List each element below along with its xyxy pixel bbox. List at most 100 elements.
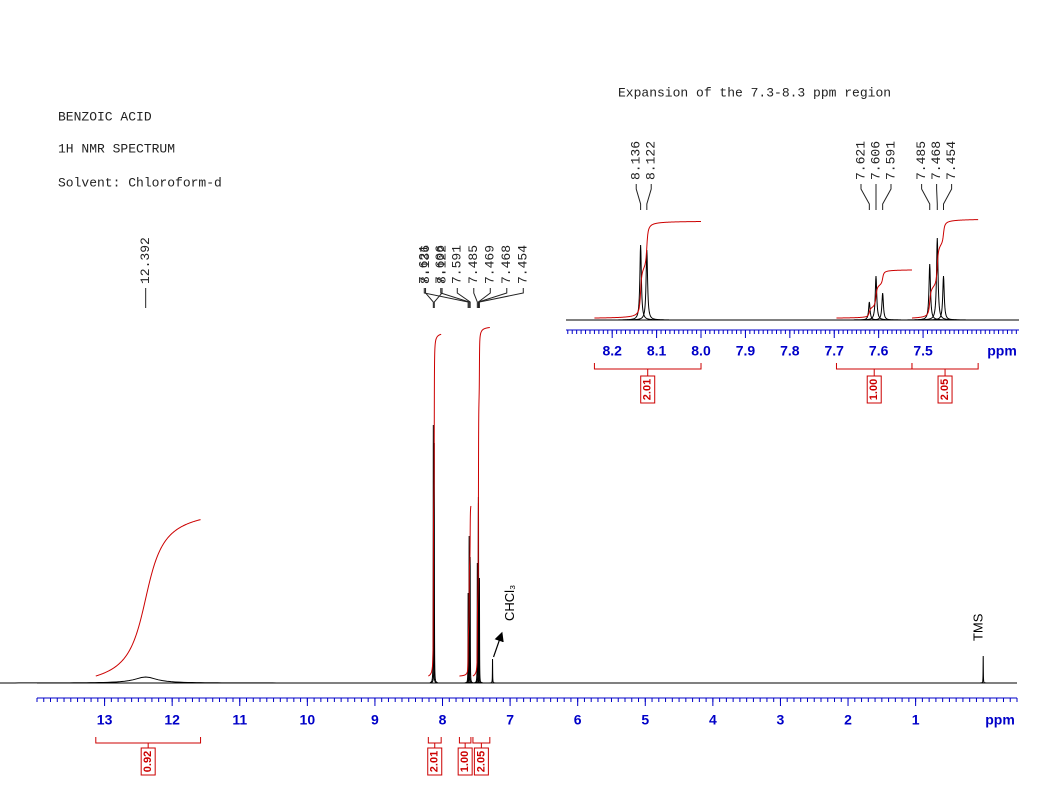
peak-label-connector: [478, 288, 524, 308]
integral-box: [640, 375, 656, 404]
integral-curve: [836, 269, 912, 319]
integral-bracket: [835, 363, 913, 376]
inset-title: Expansion of the 7.3-8.3 ppm region: [618, 85, 891, 100]
peak-label: 7.454: [944, 141, 959, 180]
x-tick-label: 2: [844, 712, 852, 728]
x-tick-label: 6: [574, 712, 582, 728]
integral-box: [140, 747, 156, 776]
integral-curve: [594, 221, 702, 319]
integral-bracket: [472, 737, 491, 748]
integral-curve: [911, 219, 979, 319]
spectrum-type: 1H NMR SPECTRUM: [58, 141, 175, 156]
integral-box: [427, 747, 443, 776]
x-tick-label: 1: [912, 712, 920, 728]
x-tick-label: 3: [777, 712, 785, 728]
x-tick-label: 7.8: [780, 343, 800, 359]
peak-label: 8.136: [418, 245, 433, 284]
integral-label: 2.05: [939, 379, 951, 400]
compound-name: BENZOIC ACID: [58, 109, 152, 124]
peak-label-connector: [477, 288, 508, 308]
peak-label-connector: [943, 184, 953, 210]
peak-label-connector: [425, 288, 434, 308]
peak-label: 12.392: [138, 237, 153, 284]
peak: [979, 655, 987, 684]
integral-box: [866, 375, 882, 404]
x-tick-label: 8: [439, 712, 447, 728]
peak-label: 7.468: [929, 141, 944, 180]
x-tick-label: 11: [232, 712, 247, 728]
x-axis-label: ppm: [987, 343, 1017, 359]
peak-label-connector: [860, 184, 870, 210]
annotation: CHCl₃: [502, 585, 517, 621]
peak-label: 7.591: [883, 141, 898, 180]
integral-label: 1.00: [459, 751, 471, 772]
integral-label: 1.00: [868, 379, 880, 400]
peak-label: 8.122: [434, 245, 449, 284]
integral-curve: [95, 519, 201, 677]
peak-label-connector: [473, 288, 478, 308]
peak: [921, 275, 966, 321]
x-tick-label: 7.9: [736, 343, 756, 359]
integral-label: 2.01: [429, 751, 441, 772]
peak-label: 8.136: [629, 141, 644, 180]
x-tick-label: 12: [164, 712, 180, 728]
peak: [624, 249, 670, 321]
x-axis-label: ppm: [985, 712, 1015, 728]
peak-label: 7.621: [417, 245, 432, 284]
x-tick-label: 7.7: [825, 343, 845, 359]
peak-label: 8.122: [644, 141, 659, 180]
integral-bracket: [911, 363, 979, 376]
integral-box: [457, 747, 473, 776]
peak: [618, 244, 663, 321]
peak-label: 7.485: [914, 141, 929, 180]
peak-label-connector: [440, 288, 470, 308]
peak: [860, 292, 905, 321]
peak-label: 7.606: [433, 245, 448, 284]
integral-label: 2.05: [475, 751, 487, 772]
x-tick-label: 8.0: [691, 343, 711, 359]
x-tick-label: 4: [709, 712, 717, 728]
x-tick-label: 10: [300, 712, 316, 728]
integral-bracket: [95, 737, 202, 748]
peak-label: 7.468: [499, 245, 514, 284]
integral-bracket: [593, 363, 702, 376]
x-tick-label: 13: [97, 712, 113, 728]
peak: [907, 263, 952, 321]
peak-label-connector: [635, 184, 642, 210]
integral-curve: [428, 333, 442, 677]
peak-label: 7.606: [868, 141, 883, 180]
integral-box: [473, 747, 489, 776]
peak-label: 7.485: [466, 245, 481, 284]
peak-label-connector: [433, 288, 443, 308]
peak: [0, 676, 484, 684]
integral-bracket: [458, 737, 472, 748]
annotation-arrow: [492, 631, 504, 658]
peak-label: 7.621: [853, 141, 868, 180]
integral-bracket: [427, 737, 442, 748]
integral-box: [937, 375, 953, 404]
integral-label: 2.01: [642, 379, 654, 400]
x-tick-label: 7: [506, 712, 514, 728]
peak-label-connector: [921, 184, 931, 210]
annotation: TMS: [971, 613, 986, 641]
integral-label: 0.92: [142, 751, 154, 772]
x-tick-label: 7.6: [869, 343, 889, 359]
peak: [489, 658, 496, 684]
x-tick-label: 9: [371, 712, 379, 728]
peak: [475, 577, 483, 684]
x-tick-label: 8.2: [602, 343, 622, 359]
peak-label-connector: [456, 288, 471, 308]
integral-curve: [459, 505, 472, 677]
peak-label-connector: [477, 288, 491, 308]
peak-label: 7.454: [516, 245, 531, 284]
x-tick-label: 7.5: [913, 343, 933, 359]
x-tick-label: 5: [641, 712, 649, 728]
peak: [915, 237, 960, 321]
peak-label-connector: [646, 184, 652, 210]
peak-label-connector: [882, 184, 892, 210]
peak-label-connector: [936, 184, 938, 210]
peak-label: 7.591: [450, 245, 465, 284]
integral-curve: [472, 327, 490, 677]
